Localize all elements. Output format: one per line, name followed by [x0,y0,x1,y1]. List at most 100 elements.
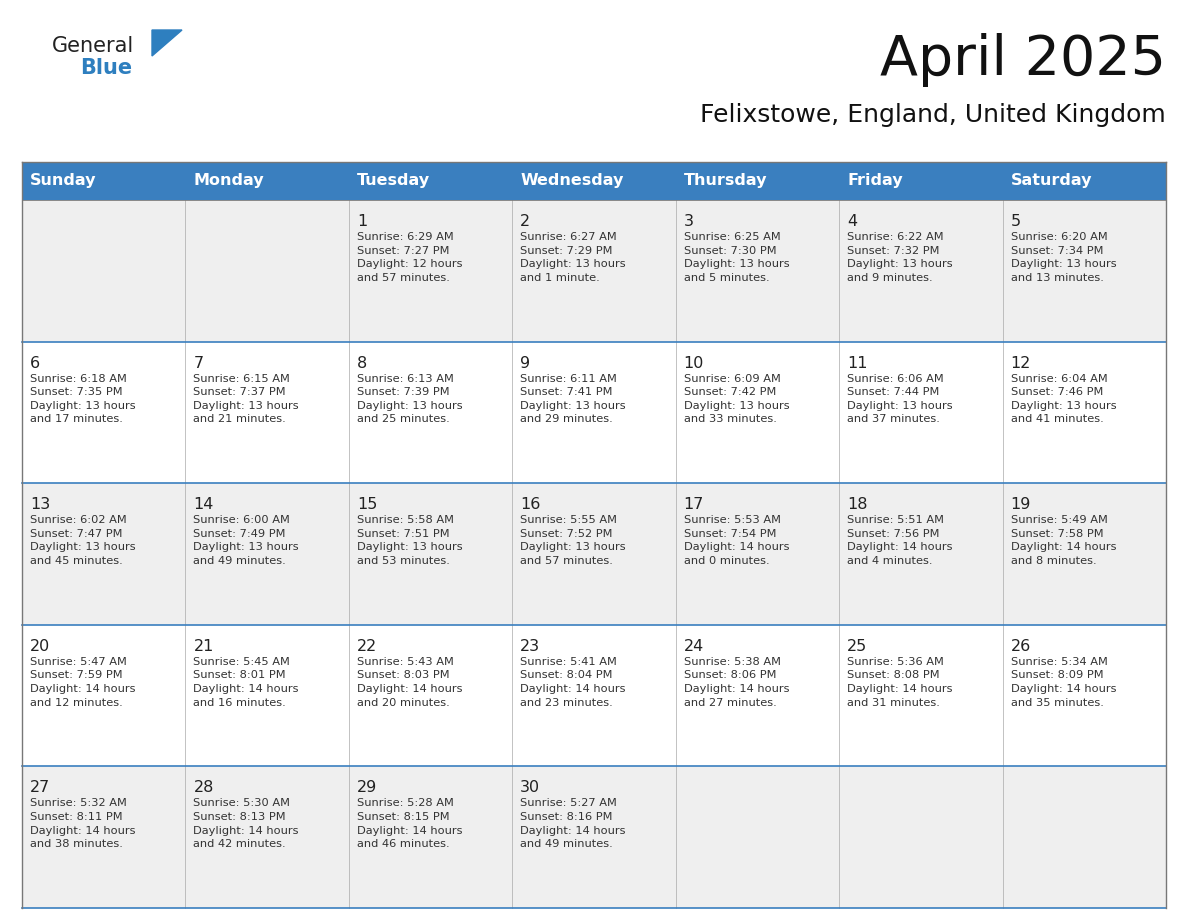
Text: 16: 16 [520,498,541,512]
Text: Sunrise: 5:34 AM
Sunset: 8:09 PM
Daylight: 14 hours
and 35 minutes.: Sunrise: 5:34 AM Sunset: 8:09 PM Dayligh… [1011,656,1116,708]
Text: Sunrise: 6:29 AM
Sunset: 7:27 PM
Daylight: 12 hours
and 57 minutes.: Sunrise: 6:29 AM Sunset: 7:27 PM Dayligh… [356,232,462,283]
Text: General: General [52,36,134,56]
Text: Sunrise: 5:58 AM
Sunset: 7:51 PM
Daylight: 13 hours
and 53 minutes.: Sunrise: 5:58 AM Sunset: 7:51 PM Dayligh… [356,515,462,566]
Bar [676,200,839,341]
Bar [676,483,839,625]
Bar [839,200,1003,341]
Text: Sunrise: 5:43 AM
Sunset: 8:03 PM
Daylight: 14 hours
and 20 minutes.: Sunrise: 5:43 AM Sunset: 8:03 PM Dayligh… [356,656,462,708]
Text: 30: 30 [520,780,541,795]
Bar [839,483,1003,625]
Text: 19: 19 [1011,498,1031,512]
Text: 5: 5 [1011,214,1020,229]
Text: 4: 4 [847,214,858,229]
Text: Thursday: Thursday [684,174,767,188]
Bar [512,483,676,625]
Text: 17: 17 [684,498,704,512]
Bar [512,200,676,341]
Bar [349,200,512,341]
Bar [23,483,185,625]
Bar [185,767,349,908]
Text: 28: 28 [194,780,214,795]
Text: Sunrise: 5:51 AM
Sunset: 7:56 PM
Daylight: 14 hours
and 4 minutes.: Sunrise: 5:51 AM Sunset: 7:56 PM Dayligh… [847,515,953,566]
Bar [349,341,512,483]
Text: 10: 10 [684,355,704,371]
Text: 11: 11 [847,355,867,371]
Text: Sunrise: 6:22 AM
Sunset: 7:32 PM
Daylight: 13 hours
and 9 minutes.: Sunrise: 6:22 AM Sunset: 7:32 PM Dayligh… [847,232,953,283]
Text: Monday: Monday [194,174,264,188]
Text: Sunrise: 6:11 AM
Sunset: 7:41 PM
Daylight: 13 hours
and 29 minutes.: Sunrise: 6:11 AM Sunset: 7:41 PM Dayligh… [520,374,626,424]
Bar [185,483,349,625]
Bar [185,625,349,767]
Text: 22: 22 [356,639,377,654]
Text: Wednesday: Wednesday [520,174,624,188]
Text: Friday: Friday [847,174,903,188]
Bar [23,341,185,483]
Text: Sunrise: 6:09 AM
Sunset: 7:42 PM
Daylight: 13 hours
and 33 minutes.: Sunrise: 6:09 AM Sunset: 7:42 PM Dayligh… [684,374,789,424]
Bar [676,341,839,483]
Text: 15: 15 [356,498,378,512]
Text: Tuesday: Tuesday [356,174,430,188]
Text: Sunrise: 5:32 AM
Sunset: 8:11 PM
Daylight: 14 hours
and 38 minutes.: Sunrise: 5:32 AM Sunset: 8:11 PM Dayligh… [30,799,135,849]
Text: Sunrise: 6:20 AM
Sunset: 7:34 PM
Daylight: 13 hours
and 13 minutes.: Sunrise: 6:20 AM Sunset: 7:34 PM Dayligh… [1011,232,1117,283]
Bar [349,162,512,200]
Bar [512,767,676,908]
Text: 1: 1 [356,214,367,229]
Text: Sunrise: 6:00 AM
Sunset: 7:49 PM
Daylight: 13 hours
and 49 minutes.: Sunrise: 6:00 AM Sunset: 7:49 PM Dayligh… [194,515,299,566]
Bar [349,483,512,625]
Text: Blue: Blue [80,58,132,78]
Text: Sunrise: 5:38 AM
Sunset: 8:06 PM
Daylight: 14 hours
and 27 minutes.: Sunrise: 5:38 AM Sunset: 8:06 PM Dayligh… [684,656,789,708]
Bar [839,625,1003,767]
Text: 3: 3 [684,214,694,229]
Bar [349,625,512,767]
Bar [349,767,512,908]
Text: 29: 29 [356,780,377,795]
Text: Sunrise: 6:15 AM
Sunset: 7:37 PM
Daylight: 13 hours
and 21 minutes.: Sunrise: 6:15 AM Sunset: 7:37 PM Dayligh… [194,374,299,424]
Bar [1003,200,1165,341]
Text: 14: 14 [194,498,214,512]
Text: Sunrise: 5:28 AM
Sunset: 8:15 PM
Daylight: 14 hours
and 46 minutes.: Sunrise: 5:28 AM Sunset: 8:15 PM Dayligh… [356,799,462,849]
Bar [1003,341,1165,483]
Text: 23: 23 [520,639,541,654]
Bar [23,162,185,200]
Text: Saturday: Saturday [1011,174,1092,188]
Text: 7: 7 [194,355,203,371]
Text: Sunrise: 6:27 AM
Sunset: 7:29 PM
Daylight: 13 hours
and 1 minute.: Sunrise: 6:27 AM Sunset: 7:29 PM Dayligh… [520,232,626,283]
Text: 6: 6 [30,355,40,371]
Text: 21: 21 [194,639,214,654]
Text: Sunrise: 5:30 AM
Sunset: 8:13 PM
Daylight: 14 hours
and 42 minutes.: Sunrise: 5:30 AM Sunset: 8:13 PM Dayligh… [194,799,299,849]
Text: Sunrise: 6:04 AM
Sunset: 7:46 PM
Daylight: 13 hours
and 41 minutes.: Sunrise: 6:04 AM Sunset: 7:46 PM Dayligh… [1011,374,1117,424]
Bar [512,341,676,483]
Bar [676,625,839,767]
Bar [23,625,185,767]
Text: Sunrise: 5:36 AM
Sunset: 8:08 PM
Daylight: 14 hours
and 31 minutes.: Sunrise: 5:36 AM Sunset: 8:08 PM Dayligh… [847,656,953,708]
Text: 20: 20 [30,639,50,654]
Text: 27: 27 [30,780,50,795]
Text: 2: 2 [520,214,530,229]
Text: 12: 12 [1011,355,1031,371]
Text: Sunrise: 5:47 AM
Sunset: 7:59 PM
Daylight: 14 hours
and 12 minutes.: Sunrise: 5:47 AM Sunset: 7:59 PM Dayligh… [30,656,135,708]
Bar [1003,162,1165,200]
Bar [839,341,1003,483]
Text: 9: 9 [520,355,530,371]
Text: Sunday: Sunday [30,174,96,188]
Text: 8: 8 [356,355,367,371]
Bar [839,162,1003,200]
Text: 18: 18 [847,498,867,512]
Bar [23,767,185,908]
Text: Sunrise: 6:06 AM
Sunset: 7:44 PM
Daylight: 13 hours
and 37 minutes.: Sunrise: 6:06 AM Sunset: 7:44 PM Dayligh… [847,374,953,424]
Text: Sunrise: 6:25 AM
Sunset: 7:30 PM
Daylight: 13 hours
and 5 minutes.: Sunrise: 6:25 AM Sunset: 7:30 PM Dayligh… [684,232,789,283]
Text: 13: 13 [30,498,50,512]
Bar [185,162,349,200]
Bar [1003,483,1165,625]
Text: Felixstowe, England, United Kingdom: Felixstowe, England, United Kingdom [700,103,1165,127]
Bar [185,200,349,341]
Text: Sunrise: 5:53 AM
Sunset: 7:54 PM
Daylight: 14 hours
and 0 minutes.: Sunrise: 5:53 AM Sunset: 7:54 PM Dayligh… [684,515,789,566]
Text: Sunrise: 6:18 AM
Sunset: 7:35 PM
Daylight: 13 hours
and 17 minutes.: Sunrise: 6:18 AM Sunset: 7:35 PM Dayligh… [30,374,135,424]
Bar [512,162,676,200]
Bar [839,767,1003,908]
Text: 25: 25 [847,639,867,654]
Text: Sunrise: 6:02 AM
Sunset: 7:47 PM
Daylight: 13 hours
and 45 minutes.: Sunrise: 6:02 AM Sunset: 7:47 PM Dayligh… [30,515,135,566]
Bar [1003,767,1165,908]
Bar [676,767,839,908]
Bar [512,625,676,767]
